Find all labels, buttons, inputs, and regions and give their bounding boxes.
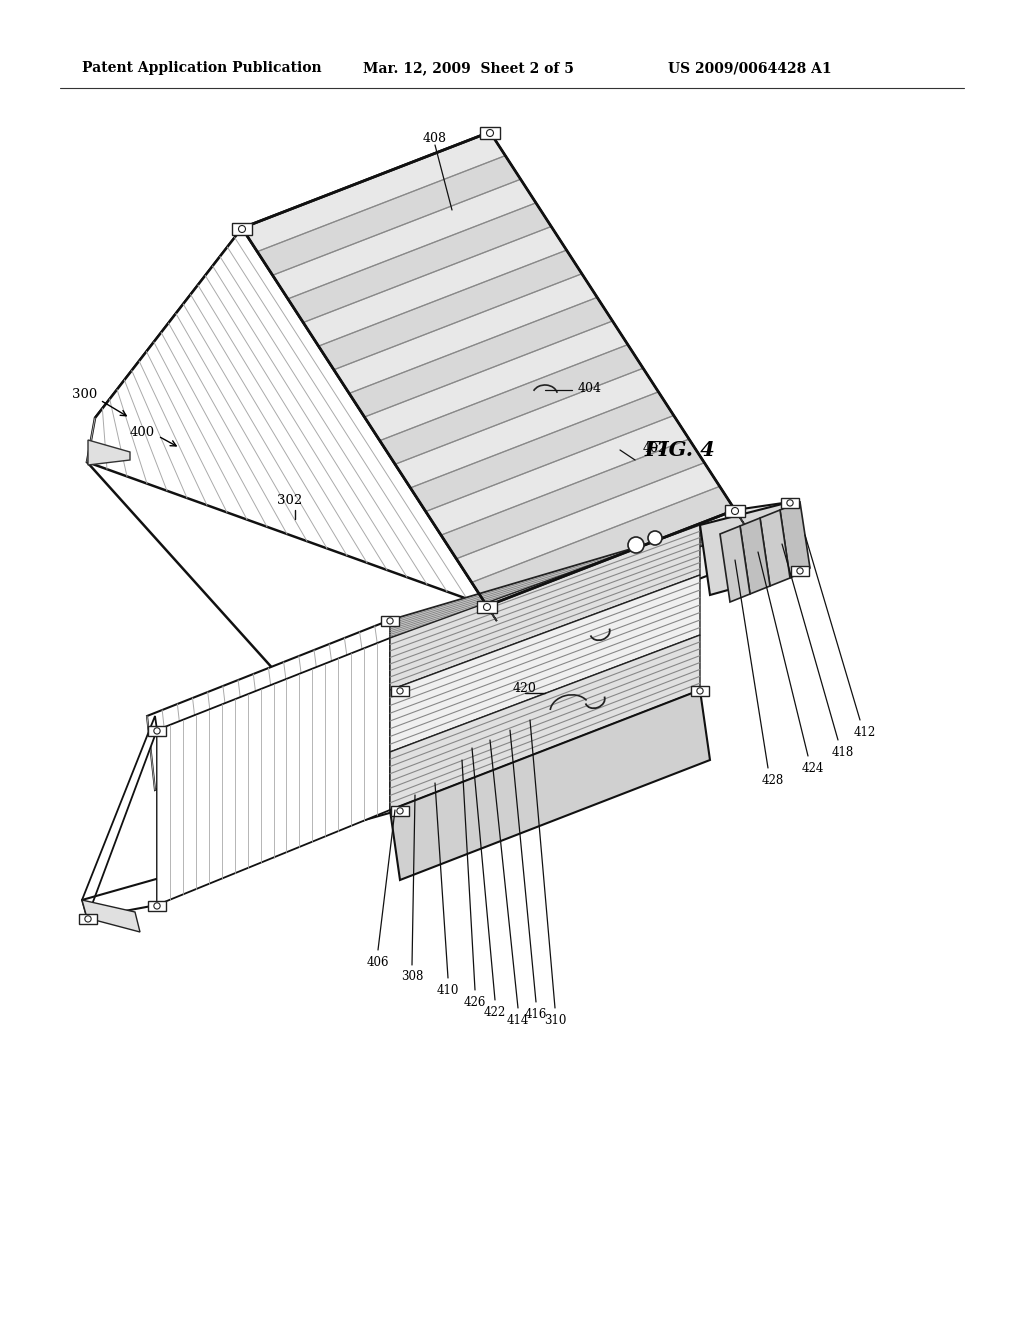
Circle shape bbox=[697, 688, 703, 694]
Text: FIG. 4: FIG. 4 bbox=[645, 440, 716, 459]
Text: Patent Application Publication: Patent Application Publication bbox=[82, 61, 322, 75]
Polygon shape bbox=[390, 525, 700, 690]
Circle shape bbox=[85, 916, 91, 923]
Text: 310: 310 bbox=[544, 1014, 566, 1027]
Polygon shape bbox=[79, 913, 97, 924]
Polygon shape bbox=[781, 498, 799, 508]
Polygon shape bbox=[82, 900, 140, 932]
Circle shape bbox=[486, 129, 494, 136]
Polygon shape bbox=[391, 685, 409, 697]
Text: 412: 412 bbox=[854, 726, 877, 738]
Text: 422: 422 bbox=[484, 1006, 506, 1019]
Polygon shape bbox=[457, 463, 720, 582]
Polygon shape bbox=[232, 223, 252, 235]
Polygon shape bbox=[700, 502, 800, 595]
Polygon shape bbox=[426, 416, 689, 535]
Polygon shape bbox=[257, 156, 520, 276]
Polygon shape bbox=[380, 345, 643, 465]
Polygon shape bbox=[390, 576, 700, 752]
Polygon shape bbox=[390, 502, 790, 638]
Polygon shape bbox=[349, 297, 612, 417]
Polygon shape bbox=[288, 203, 551, 322]
Text: 404: 404 bbox=[578, 381, 602, 395]
Polygon shape bbox=[490, 132, 744, 525]
Circle shape bbox=[797, 568, 803, 574]
Polygon shape bbox=[477, 601, 497, 612]
Polygon shape bbox=[272, 180, 536, 298]
Polygon shape bbox=[157, 638, 390, 906]
Polygon shape bbox=[391, 805, 409, 816]
Polygon shape bbox=[87, 228, 487, 606]
Text: Mar. 12, 2009  Sheet 2 of 5: Mar. 12, 2009 Sheet 2 of 5 bbox=[362, 61, 573, 75]
Text: US 2009/0064428 A1: US 2009/0064428 A1 bbox=[668, 61, 831, 75]
Circle shape bbox=[483, 603, 490, 610]
Polygon shape bbox=[381, 615, 399, 626]
Circle shape bbox=[397, 808, 403, 814]
Text: 414: 414 bbox=[507, 1014, 529, 1027]
Polygon shape bbox=[148, 900, 166, 911]
Polygon shape bbox=[720, 525, 750, 602]
Circle shape bbox=[786, 500, 794, 506]
Polygon shape bbox=[395, 368, 658, 488]
Text: 424: 424 bbox=[802, 762, 824, 775]
Text: 420: 420 bbox=[513, 681, 537, 694]
Polygon shape bbox=[147, 620, 400, 789]
Text: 300: 300 bbox=[73, 388, 97, 401]
Polygon shape bbox=[780, 502, 810, 578]
Text: 302: 302 bbox=[278, 494, 303, 507]
Polygon shape bbox=[740, 517, 770, 594]
Polygon shape bbox=[791, 565, 809, 577]
Polygon shape bbox=[760, 510, 790, 586]
Polygon shape bbox=[472, 486, 735, 606]
Polygon shape bbox=[365, 321, 628, 441]
Circle shape bbox=[387, 618, 393, 624]
Text: 426: 426 bbox=[464, 995, 486, 1008]
Text: 408: 408 bbox=[423, 132, 447, 144]
Polygon shape bbox=[487, 510, 735, 661]
Polygon shape bbox=[390, 690, 710, 880]
Polygon shape bbox=[242, 132, 735, 606]
Polygon shape bbox=[390, 635, 700, 810]
Polygon shape bbox=[691, 685, 709, 697]
Text: 402: 402 bbox=[643, 441, 667, 454]
Polygon shape bbox=[242, 132, 505, 252]
Polygon shape bbox=[88, 440, 130, 465]
Text: 418: 418 bbox=[831, 746, 854, 759]
Circle shape bbox=[154, 903, 160, 909]
Text: 400: 400 bbox=[129, 425, 155, 438]
Text: 410: 410 bbox=[437, 983, 459, 997]
Polygon shape bbox=[334, 273, 597, 393]
Polygon shape bbox=[303, 227, 566, 346]
Text: 308: 308 bbox=[400, 970, 423, 983]
Polygon shape bbox=[480, 127, 500, 139]
Text: 428: 428 bbox=[762, 774, 784, 787]
Polygon shape bbox=[735, 502, 790, 570]
Text: 416: 416 bbox=[525, 1007, 547, 1020]
Polygon shape bbox=[725, 506, 745, 517]
Polygon shape bbox=[242, 228, 497, 622]
Circle shape bbox=[154, 727, 160, 734]
Polygon shape bbox=[82, 715, 157, 917]
Polygon shape bbox=[441, 440, 705, 558]
Circle shape bbox=[648, 531, 662, 545]
Polygon shape bbox=[318, 249, 582, 370]
Circle shape bbox=[397, 688, 403, 694]
Circle shape bbox=[239, 226, 246, 232]
Polygon shape bbox=[148, 726, 166, 737]
Polygon shape bbox=[411, 392, 674, 511]
Circle shape bbox=[731, 507, 738, 515]
Circle shape bbox=[628, 537, 644, 553]
Text: 406: 406 bbox=[367, 956, 389, 969]
